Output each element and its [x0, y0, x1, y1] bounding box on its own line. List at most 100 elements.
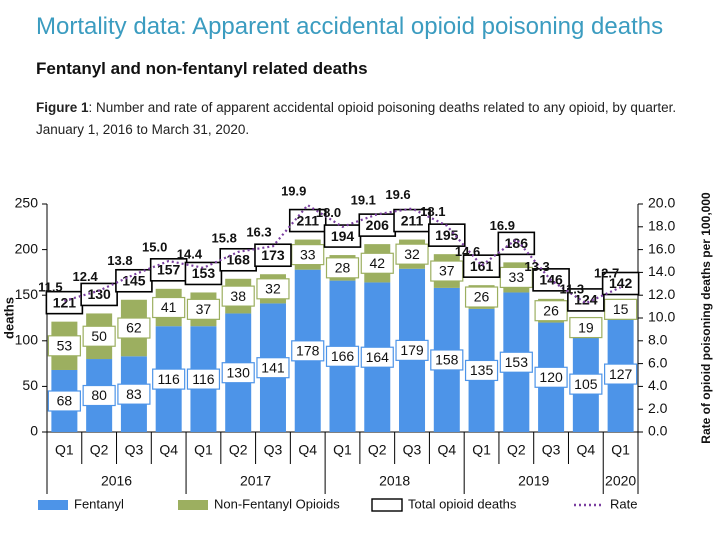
y-tick-label: 150 — [15, 286, 39, 302]
value-label: 32 — [265, 281, 281, 297]
value-label: 179 — [400, 342, 424, 358]
legend-swatch — [38, 500, 68, 510]
x-tick-label: Q2 — [90, 442, 109, 458]
x-tick-label: Q4 — [437, 442, 456, 458]
y2-axis-label: Rate of opioid poisoning deaths per 100,… — [699, 192, 713, 444]
x-tick-label: Q2 — [368, 442, 387, 458]
caption-text: : Number and rate of apparent accidental… — [36, 100, 677, 137]
rate-label: 11.5 — [38, 279, 63, 294]
x-tick-label: Q1 — [333, 442, 352, 458]
value-label-box — [47, 390, 81, 412]
value-label-box — [534, 366, 568, 388]
rate-label: 14.4 — [177, 246, 203, 261]
total-label: 145 — [122, 272, 146, 288]
y2-tick-label: 18.0 — [648, 218, 675, 234]
value-label-box — [256, 357, 290, 379]
value-label: 28 — [335, 260, 351, 276]
value-label-box — [256, 278, 290, 300]
value-label-box — [395, 243, 429, 265]
x-tick-label: Q3 — [542, 442, 561, 458]
y2-tick-label: 6.0 — [648, 354, 668, 370]
y-tick-label: 50 — [22, 377, 38, 393]
value-label-box — [82, 325, 116, 347]
page-title: Mortality data: Apparent accidental opio… — [36, 13, 664, 40]
value-label: 37 — [439, 263, 455, 279]
rate-label: 15.0 — [142, 239, 167, 254]
value-label: 33 — [509, 269, 525, 285]
rate-label: 16.3 — [246, 225, 271, 240]
value-label: 37 — [196, 301, 212, 317]
value-label-box — [186, 368, 221, 390]
value-label: 116 — [158, 371, 181, 387]
y2-tick-label: 2.0 — [648, 400, 668, 416]
y-tick-label: 200 — [15, 240, 39, 256]
legend-label: Non-Fentanyl Opioids — [214, 496, 340, 511]
subtitle: Fentanyl and non-fentanyl related deaths — [36, 59, 368, 78]
value-label-box — [464, 286, 499, 308]
value-label: 15 — [613, 301, 629, 317]
x-group-label: 2019 — [518, 473, 549, 489]
total-label: 211 — [296, 212, 319, 228]
x-group-label: 2017 — [240, 473, 271, 489]
x-tick-label: Q4 — [298, 442, 317, 458]
value-label: 178 — [296, 343, 320, 359]
value-label: 26 — [543, 302, 559, 318]
value-label-box — [117, 317, 151, 339]
header: Mortality data: Apparent accidental opio… — [36, 12, 696, 141]
value-label-box — [291, 340, 325, 362]
total-box — [427, 223, 466, 247]
total-box — [462, 254, 501, 278]
value-label: 68 — [57, 393, 73, 409]
value-label-box — [430, 349, 464, 371]
total-box — [393, 208, 431, 233]
value-label: 153 — [505, 354, 529, 370]
total-label: 142 — [609, 275, 633, 291]
rate-label: 12.7 — [594, 266, 619, 281]
x-tick-label: Q1 — [611, 442, 630, 458]
value-label: 141 — [261, 359, 285, 375]
x-tick-label: Q1 — [55, 442, 74, 458]
total-label: 161 — [470, 258, 494, 274]
value-label: 62 — [126, 320, 142, 336]
x-group-label: 2018 — [379, 473, 410, 489]
value-label-box — [395, 339, 429, 361]
total-label: 157 — [157, 262, 181, 278]
total-label: 130 — [87, 286, 111, 302]
legend-label: Rate — [610, 496, 637, 511]
y2-tick-label: 14.0 — [648, 263, 675, 279]
value-label-box — [499, 351, 533, 373]
value-label: 130 — [227, 364, 251, 380]
value-label-box — [360, 346, 394, 368]
value-label: 120 — [539, 369, 563, 385]
y-axis-label: deaths — [1, 297, 16, 339]
total-box — [254, 243, 292, 268]
total-label: 211 — [401, 212, 424, 228]
rate-label: 19.6 — [385, 187, 410, 202]
x-tick-label: Q2 — [229, 442, 248, 458]
value-label-box — [221, 362, 255, 384]
total-label: 194 — [331, 228, 355, 244]
total-label: 206 — [366, 217, 390, 233]
value-label: 50 — [91, 328, 107, 344]
total-label: 153 — [192, 265, 216, 281]
legend-swatch — [178, 500, 208, 510]
x-tick-label: Q3 — [403, 442, 422, 458]
rate-label: 13.3 — [524, 259, 549, 274]
value-label-box — [221, 285, 255, 307]
value-label: 26 — [474, 289, 490, 305]
x-group-label: 2020 — [605, 473, 636, 489]
value-label-box — [325, 345, 360, 367]
value-label-box — [569, 373, 603, 395]
value-label: 158 — [435, 352, 459, 368]
rate-label: 19.9 — [281, 184, 306, 199]
total-box — [601, 271, 640, 296]
total-box — [567, 288, 605, 312]
value-label-box — [47, 335, 81, 357]
x-tick-label: Q1 — [194, 442, 213, 458]
y2-tick-label: 8.0 — [648, 332, 668, 348]
y-tick-label: 100 — [15, 332, 39, 348]
caption-label: Figure 1 — [36, 100, 89, 115]
value-label: 19 — [578, 319, 594, 335]
